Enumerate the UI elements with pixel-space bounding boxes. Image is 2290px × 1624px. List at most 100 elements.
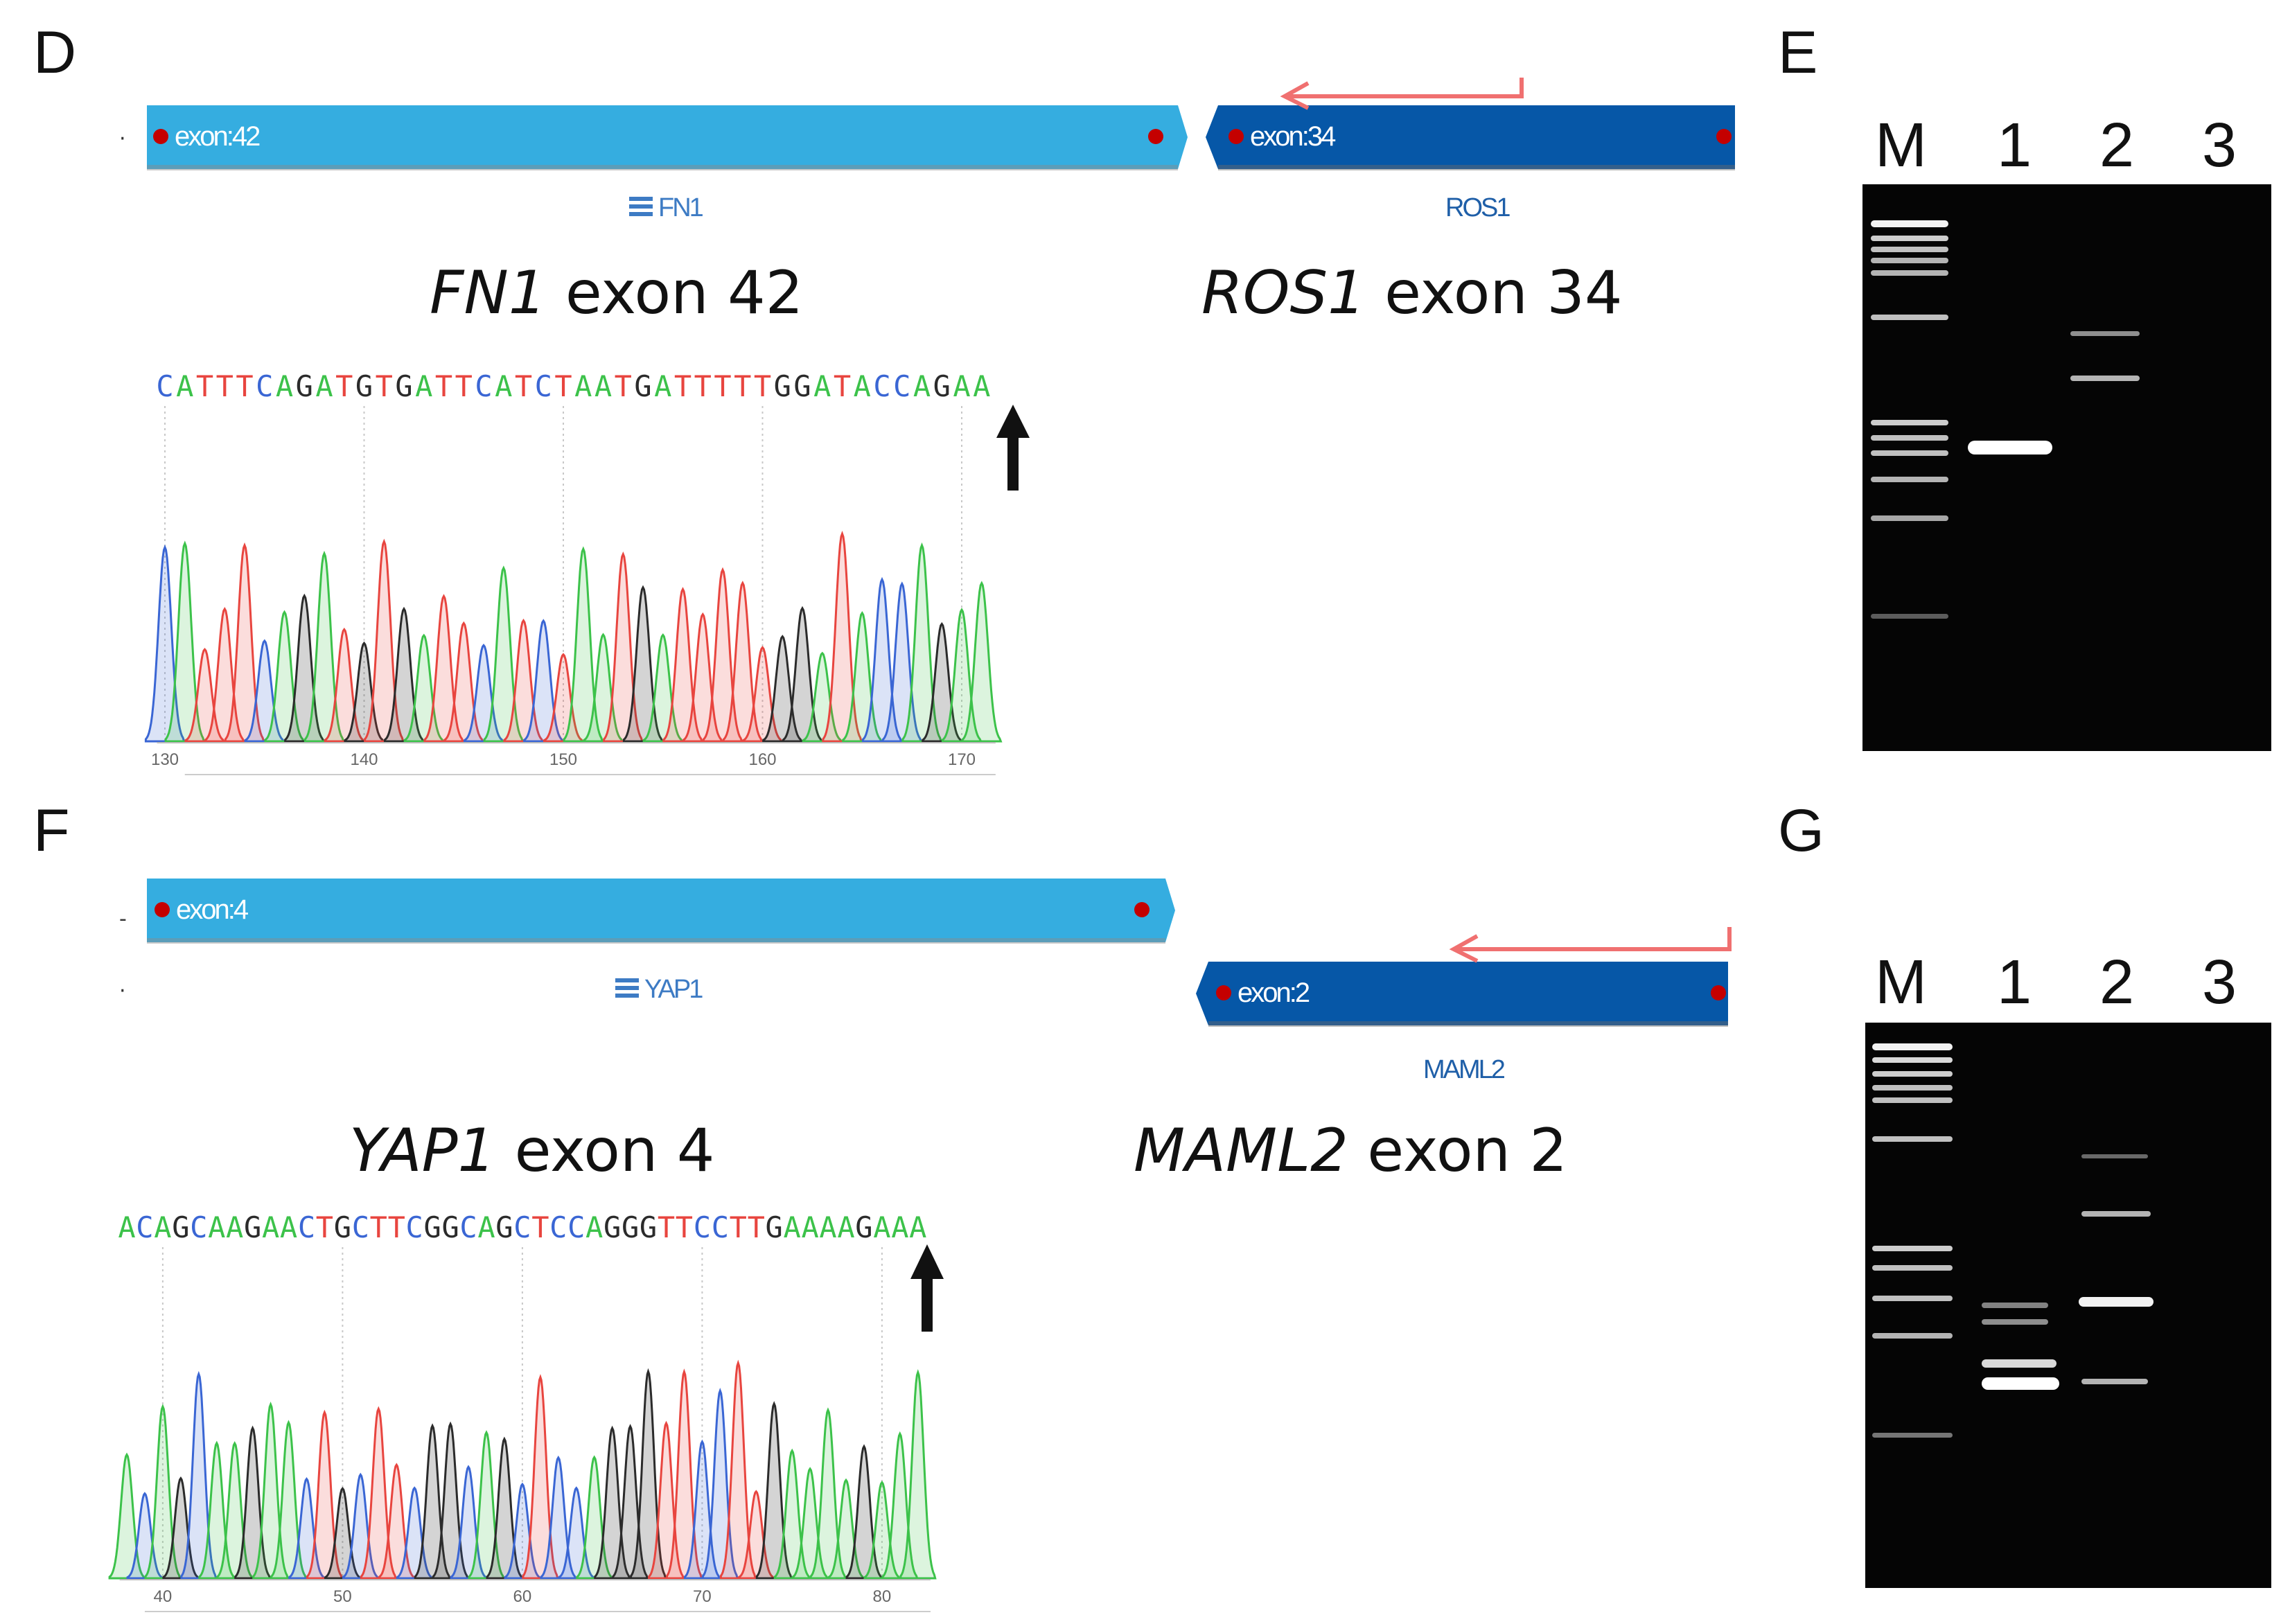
gel-band	[1872, 1085, 1953, 1091]
gel-band	[1871, 236, 1948, 241]
trace-peak	[342, 1472, 380, 1580]
base-letter: A	[953, 369, 970, 403]
base-letter: A	[176, 369, 193, 403]
trace-peak	[483, 565, 525, 743]
gel-band	[1968, 441, 2052, 454]
position-tick-label: 40	[154, 1587, 173, 1606]
base-letter: G	[441, 1210, 459, 1244]
base-letter: C	[352, 1210, 369, 1244]
trace-peak	[303, 550, 345, 743]
gel-band	[1872, 1097, 1953, 1103]
yap1-exon-label: exon:4	[176, 894, 249, 925]
maml2-exon-tip	[1196, 962, 1208, 1025]
gel-lane-label-g-2: 2	[2099, 948, 2134, 1017]
base-letter: T	[674, 369, 692, 403]
base-letter: G	[622, 1210, 639, 1244]
gel-band	[1982, 1359, 2056, 1368]
gel-band	[1871, 614, 1948, 619]
gel-bands-e	[1871, 220, 2140, 619]
base-letter: A	[276, 369, 293, 403]
gel-band	[1982, 1303, 2048, 1308]
ros1-exon-start-marker	[1228, 129, 1244, 144]
junction-arrow-f	[910, 1244, 944, 1332]
list-icon-line	[629, 212, 653, 216]
trace-peak	[881, 1431, 919, 1580]
gel-band	[2081, 1379, 2148, 1384]
ros1-gene-label: ROS1	[1445, 193, 1510, 222]
position-tick-label: 130	[151, 750, 179, 769]
trace-peak	[523, 619, 565, 743]
gel-band	[1871, 477, 1948, 482]
base-letter: A	[208, 1210, 225, 1244]
base-letter: A	[784, 1210, 801, 1244]
trace-peak	[306, 1409, 344, 1580]
maml2-orientation-arrow	[1449, 927, 1732, 963]
caption-maml2-rest: exon 2	[1348, 1116, 1567, 1185]
caption-maml2-gene: MAML2	[1134, 1116, 1348, 1185]
trace-peak	[184, 647, 226, 743]
base-letter: A	[262, 1210, 279, 1244]
caption-ros1-exon: ROS1 exon 34	[1201, 258, 1623, 328]
fn1-exon-tip	[1178, 105, 1188, 169]
gel-band	[2081, 1154, 2148, 1158]
base-letter: T	[435, 369, 452, 403]
base-letter: A	[854, 369, 871, 403]
junction-arrow-d	[996, 405, 1030, 491]
list-icon-line	[615, 994, 639, 998]
base-letter: T	[694, 369, 712, 403]
base-letter: T	[748, 1210, 765, 1244]
trace-peak	[762, 635, 804, 743]
trace-peak	[683, 1439, 721, 1580]
base-letter: T	[734, 369, 751, 403]
gel-band	[1871, 247, 1948, 252]
base-letter: A	[154, 1210, 171, 1244]
fn1-exon-shadow	[147, 165, 1178, 170]
base-letter: T	[615, 369, 632, 403]
gel-band	[1871, 515, 1948, 521]
base-letter: G	[355, 369, 373, 403]
gel-lane-label-e-1: 1	[1997, 111, 2032, 180]
gel-image-g	[1865, 1023, 2271, 1588]
gel-lane-label-g-m: M	[1875, 948, 1927, 1017]
base-letter: C	[459, 1210, 477, 1244]
gel-bands-g	[1872, 1043, 2154, 1438]
base-letter: A	[891, 1210, 908, 1244]
base-letter: C	[893, 369, 910, 403]
ros1-exon-label: exon:34	[1250, 121, 1336, 152]
trace-peak	[622, 585, 664, 743]
ros1-exon-end-marker	[1716, 129, 1732, 144]
base-letter: G	[604, 1210, 621, 1244]
base-letter: T	[335, 369, 353, 403]
base-letter: T	[714, 369, 731, 403]
base-letter: A	[226, 1210, 243, 1244]
ros1-exon-shadow	[1218, 165, 1735, 170]
gel-band	[1872, 1333, 1953, 1339]
base-letter: C	[256, 369, 273, 403]
gel-band	[1871, 450, 1948, 456]
gel-band	[1872, 1246, 1953, 1251]
base-letter: A	[873, 1210, 890, 1244]
base-letter: G	[933, 369, 951, 403]
caption-maml2-exon: MAML2 exon 2	[1134, 1116, 1567, 1185]
base-letter: A	[495, 369, 512, 403]
caption-fn1-exon: FN1 exon 42	[430, 258, 803, 328]
base-letter: T	[388, 1210, 405, 1244]
base-letter: C	[712, 1210, 729, 1244]
fn1-gene-label: FN1	[658, 193, 703, 222]
trace-peak	[719, 1359, 757, 1580]
trace-peak	[162, 1476, 200, 1580]
trace-peak	[543, 653, 585, 743]
list-icon-line	[615, 986, 639, 990]
panel-letter-g: G	[1778, 797, 1824, 864]
gel-band	[1872, 1265, 1953, 1271]
base-letter: G	[793, 369, 811, 403]
base-letter: C	[298, 1210, 315, 1244]
trace-peak	[682, 612, 724, 743]
maml2-exon-end-marker	[1711, 985, 1726, 1000]
gel-band	[1872, 1071, 1953, 1077]
list-icon	[629, 197, 653, 201]
base-letter: T	[754, 369, 771, 403]
caption-yap1-rest: exon 4	[495, 1116, 714, 1185]
base-letter: G	[424, 1210, 441, 1244]
